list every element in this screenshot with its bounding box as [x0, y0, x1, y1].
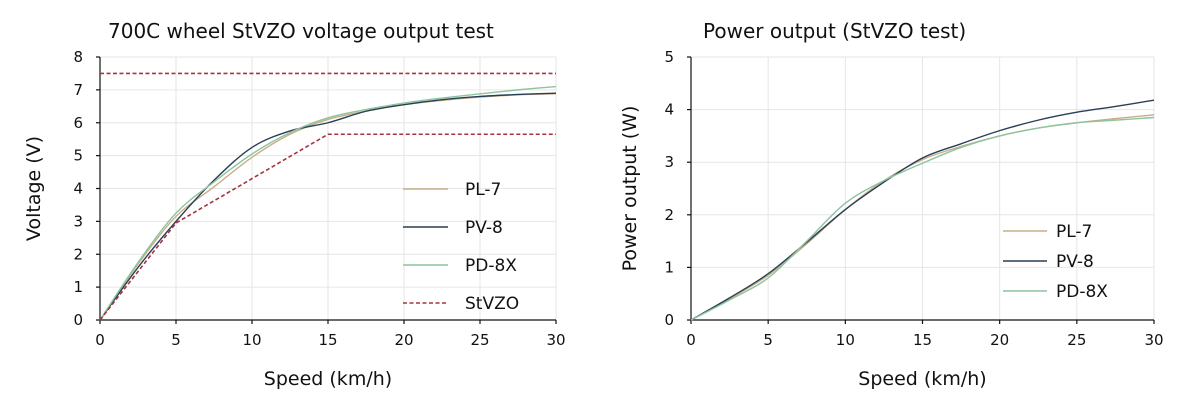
y-tick-label: 3: [664, 153, 674, 171]
legend-label: PD-8X: [1056, 282, 1108, 302]
x-tick-label: 20: [394, 331, 413, 349]
x-tick-label: 5: [763, 331, 773, 349]
x-tick-label: 30: [546, 331, 565, 349]
x-axis-label: Speed (km/h): [858, 368, 986, 390]
y-tick-label: 7: [73, 81, 83, 99]
y-tick-label: 3: [73, 212, 83, 230]
x-tick-label: 10: [836, 331, 855, 349]
x-tick-label: 20: [990, 331, 1009, 349]
x-tick-label: 25: [470, 331, 489, 349]
legend-label: PL-7: [1056, 222, 1092, 242]
y-tick-label: 2: [664, 206, 674, 224]
legend-label: PV-8: [465, 218, 503, 238]
x-axis-label: Speed (km/h): [264, 368, 392, 390]
series-line-pd-8x: [99, 85, 557, 321]
chart-2: Power output (StVZO test)0 5 10 15 20 25 30012…: [619, 19, 1164, 390]
chart-title: 700C wheel StVZO voltage output test: [108, 19, 494, 43]
series-line-pv-8: [99, 92, 557, 321]
legend: PL-7 PV-8 PD-8X StVZO: [403, 180, 519, 314]
x-tick-label: 30: [1144, 331, 1163, 349]
legend-label: PL-7: [465, 180, 501, 200]
x-tick-label: 15: [913, 331, 932, 349]
y-tick-label: 1: [73, 278, 83, 296]
y-tick-label: 1: [664, 258, 674, 276]
series-line-pd-8x: [690, 116, 1155, 321]
legend-label: PD-8X: [465, 256, 517, 276]
legend-label: PV-8: [1056, 252, 1094, 272]
x-tick-label: 10: [242, 331, 261, 349]
y-tick-label: 5: [664, 48, 674, 66]
chart-title: Power output (StVZO test): [703, 19, 966, 43]
legend-label: StVZO: [465, 294, 519, 314]
y-tick-label: 4: [664, 101, 674, 119]
y-tick-label: 0: [73, 311, 83, 329]
x-tick-label: 5: [171, 331, 181, 349]
y-tick-label: 8: [73, 48, 83, 66]
y-tick-label: 5: [73, 147, 83, 165]
series-line-stvzo: [99, 133, 556, 321]
legend: PL-7 PV-8 PD-8X: [1003, 222, 1108, 302]
x-tick-label: 0: [95, 331, 105, 349]
y-tick-label: 6: [73, 114, 83, 132]
y-axis-label: Voltage (V): [23, 136, 45, 241]
x-tick-label: 15: [318, 331, 337, 349]
y-tick-label: 0: [664, 311, 674, 329]
y-tick-label: 2: [73, 245, 83, 263]
series-line-pv-8: [690, 99, 1155, 321]
y-axis-label: Power output (W): [619, 106, 641, 272]
x-tick-label: 0: [686, 331, 696, 349]
x-tick-label: 25: [1067, 331, 1086, 349]
y-tick-label: 4: [73, 180, 83, 198]
